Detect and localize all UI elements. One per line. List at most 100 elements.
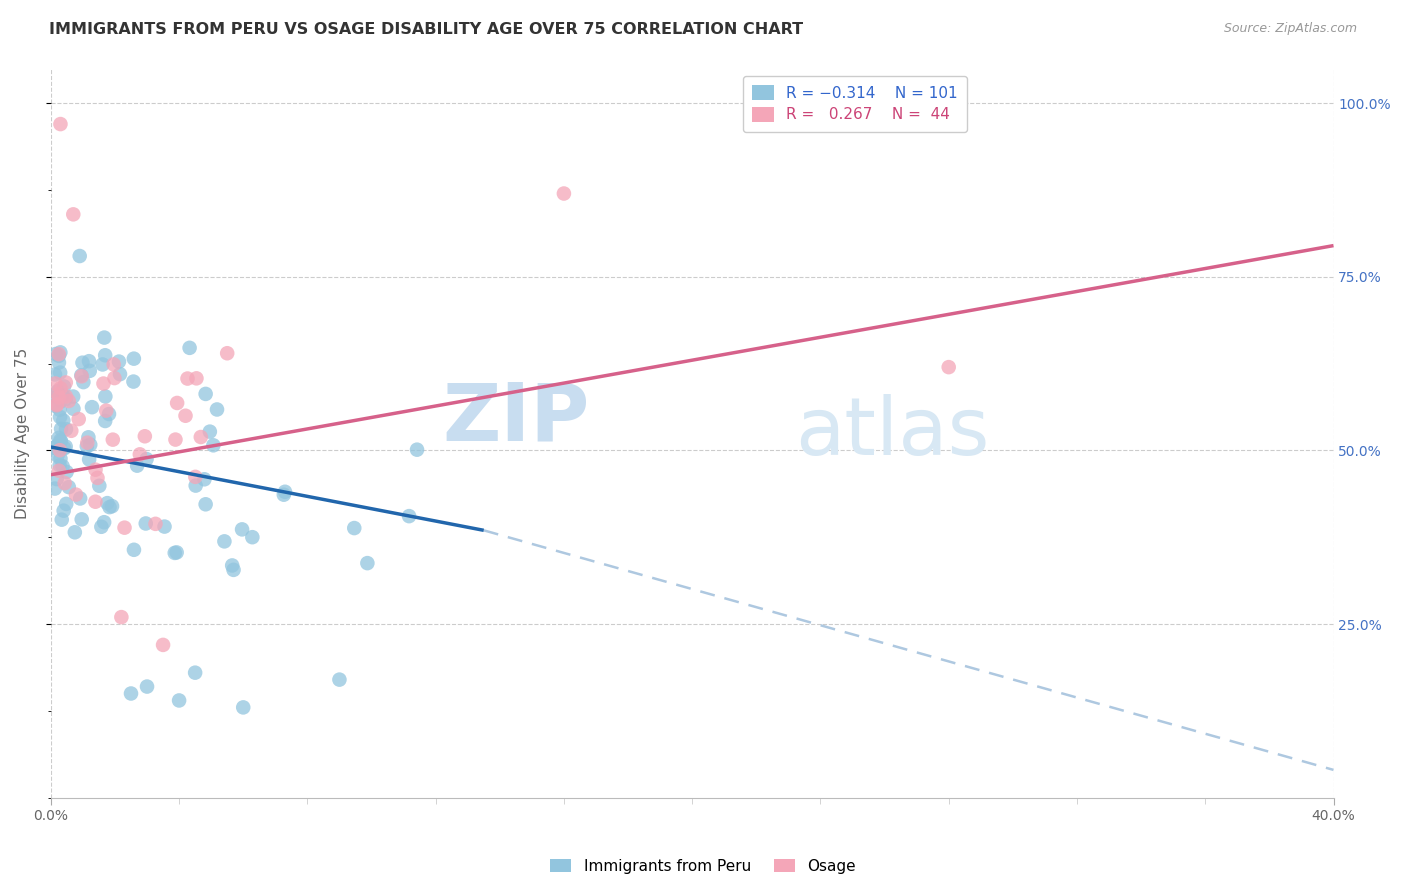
Point (122, 351, 145, 366)
Point (91, 358, 114, 372)
Point (55, 465, 77, 479)
Point (221, 558, 243, 573)
Point (79, 364, 101, 378)
Point (72, 375, 94, 389)
Point (80, 400, 103, 414)
Point (62, 207, 84, 221)
Point (49, 402, 72, 417)
Point (46, 449, 69, 463)
Point (48, 390, 70, 404)
Point (49, 422, 72, 436)
Point (49, 433, 72, 447)
Point (222, 563, 245, 577)
Point (186, 371, 208, 385)
Point (55, 422, 77, 436)
Point (55, 440, 77, 454)
Point (214, 534, 236, 549)
Point (110, 610, 132, 624)
Point (232, 700, 254, 714)
Point (77, 354, 100, 368)
Point (48, 347, 70, 361)
Point (70, 512, 93, 526)
Point (163, 546, 186, 560)
Point (46, 387, 69, 401)
Point (44, 399, 66, 413)
Point (328, 673, 350, 687)
Point (49, 434, 72, 449)
Point (49, 345, 72, 359)
Point (128, 447, 150, 461)
Point (49, 381, 72, 395)
Point (176, 371, 198, 385)
Point (65, 487, 87, 501)
Point (48, 355, 70, 369)
Point (167, 693, 190, 707)
Point (165, 433, 187, 447)
Point (398, 509, 420, 524)
Point (45, 398, 67, 412)
Point (84, 494, 107, 508)
Point (101, 499, 124, 513)
Point (120, 686, 142, 700)
Point (231, 522, 253, 536)
Point (166, 396, 188, 410)
Point (343, 521, 366, 535)
Point (103, 358, 125, 372)
Point (198, 425, 221, 439)
Point (194, 387, 217, 401)
Point (69, 249, 91, 263)
Point (63, 525, 86, 540)
Point (58, 480, 80, 494)
Point (90, 520, 112, 534)
Point (86, 471, 108, 485)
Point (406, 442, 429, 457)
Point (58, 394, 80, 409)
Point (55, 376, 77, 390)
Point (77, 430, 100, 444)
Point (136, 680, 159, 694)
Point (45, 472, 67, 486)
Text: atlas: atlas (794, 394, 990, 472)
Point (52, 413, 75, 427)
Point (114, 521, 136, 535)
Point (44, 441, 66, 455)
Point (79, 438, 101, 452)
Point (49, 410, 72, 425)
Point (49, 117, 72, 131)
Point (89, 479, 111, 493)
Point (122, 542, 145, 557)
Point (44, 368, 66, 382)
Point (94, 348, 117, 362)
Point (166, 545, 188, 559)
Point (135, 452, 157, 467)
Point (48, 431, 70, 445)
Legend: R = −0.314    N = 101, R =   0.267    N =  44: R = −0.314 N = 101, R = 0.267 N = 44 (744, 76, 967, 132)
Point (193, 472, 215, 486)
Point (52, 504, 75, 518)
Point (72, 356, 94, 370)
Point (240, 530, 263, 544)
Point (45, 347, 67, 361)
Point (134, 429, 156, 443)
Point (938, 360, 960, 375)
Point (48, 458, 70, 473)
Point (101, 433, 124, 447)
Point (152, 638, 174, 652)
Point (98, 407, 121, 421)
Point (55, 392, 77, 406)
Point (273, 488, 295, 502)
Point (274, 484, 297, 499)
Point (69, 491, 91, 506)
Point (108, 354, 131, 368)
Point (52, 388, 75, 402)
Point (93, 515, 115, 529)
Point (194, 497, 217, 511)
Point (46, 397, 69, 411)
Point (70, 368, 93, 383)
Point (62, 401, 84, 416)
Point (217, 346, 239, 360)
Point (184, 470, 207, 484)
Point (55, 497, 77, 511)
Point (76, 439, 98, 453)
Point (52, 459, 75, 474)
